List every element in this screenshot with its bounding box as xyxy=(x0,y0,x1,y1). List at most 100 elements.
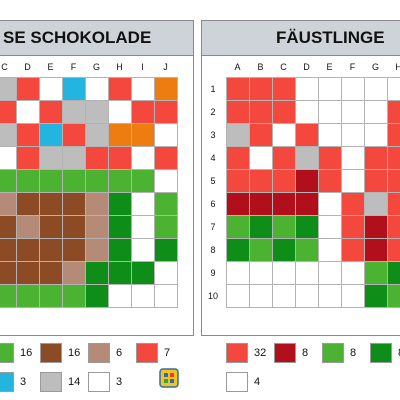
left-grid-cell xyxy=(39,146,63,170)
right-grid-cell xyxy=(272,192,296,216)
right-grid-cell xyxy=(341,146,365,170)
right-grid-cell xyxy=(249,100,273,124)
legend-left-item: 3 xyxy=(0,372,54,392)
right-grid-cell xyxy=(341,284,365,308)
right-grid-cell xyxy=(387,146,400,170)
left-column-label: I xyxy=(141,62,144,72)
left-grid-cell xyxy=(0,215,17,239)
left-grid-cell xyxy=(131,169,155,193)
left-column-label: D xyxy=(24,62,31,72)
color-swatch xyxy=(322,343,344,363)
left-grid-cell xyxy=(16,77,40,101)
color-count: 8 xyxy=(302,347,309,359)
right-grid-cell xyxy=(226,215,250,239)
right-row-label: 2 xyxy=(210,106,216,117)
left-grid-cell xyxy=(62,261,86,285)
right-column-label: H xyxy=(395,62,400,72)
right-grid-cell xyxy=(364,284,388,308)
right-grid-cell xyxy=(387,261,400,285)
color-count: 7 xyxy=(164,347,171,359)
right-grid-cell xyxy=(341,238,365,262)
right-grid-cell xyxy=(341,77,365,101)
right-grid-cell xyxy=(249,169,273,193)
left-grid-cell xyxy=(39,169,63,193)
left-grid-cell xyxy=(131,192,155,216)
left-grid-cell xyxy=(131,215,155,239)
legend-left-item: 7 xyxy=(136,343,198,363)
left-grid-cell xyxy=(85,100,109,124)
color-count: 3 xyxy=(20,376,27,388)
left-grid-cell xyxy=(154,100,178,124)
left-grid-cell xyxy=(62,100,86,124)
right-grid-cell xyxy=(272,284,296,308)
left-grid-cell xyxy=(0,238,17,262)
right-grid-cell xyxy=(226,123,250,147)
right-column-label: B xyxy=(257,62,264,72)
left-grid-cell xyxy=(16,100,40,124)
left-grid-cell xyxy=(62,77,86,101)
right-grid-cell xyxy=(341,192,365,216)
left-grid-cell xyxy=(39,192,63,216)
left-grid-cell xyxy=(131,123,155,147)
right-grid-cell xyxy=(364,77,388,101)
right-grid-cell xyxy=(318,146,342,170)
right-grid-cell xyxy=(387,100,400,124)
left-grid-cell xyxy=(62,146,86,170)
right-grid-cell xyxy=(318,238,342,262)
color-count: 32 xyxy=(254,347,267,359)
right-panel-title: FÄUSTLINGE xyxy=(276,28,385,47)
color-swatch xyxy=(0,372,14,392)
left-grid-cell xyxy=(62,284,86,308)
right-grid-cell xyxy=(364,215,388,239)
left-panel-title: SE SCHOKOLADE xyxy=(3,28,152,47)
right-column-label: G xyxy=(371,62,379,72)
color-swatch xyxy=(40,343,62,363)
color-swatch xyxy=(40,372,62,392)
left-grid-cell xyxy=(154,215,178,239)
left-grid-cell xyxy=(62,238,86,262)
legend-right-item: 8 xyxy=(370,343,400,363)
left-grid-cell xyxy=(39,123,63,147)
right-column-label: A xyxy=(234,62,241,72)
right-grid-cell xyxy=(249,146,273,170)
color-swatch xyxy=(88,372,110,392)
left-grid-cell xyxy=(85,77,109,101)
left-grid-cell xyxy=(16,238,40,262)
left-grid-cell xyxy=(39,284,63,308)
right-grid-cell xyxy=(341,123,365,147)
left-grid-cell xyxy=(131,100,155,124)
color-swatch xyxy=(226,343,248,363)
left-grid-cell xyxy=(108,215,132,239)
left-grid-cell xyxy=(85,215,109,239)
left-column-label: G xyxy=(92,62,100,72)
color-count: 3 xyxy=(116,376,123,388)
right-grid-cell xyxy=(341,215,365,239)
legend-left-item: 3 xyxy=(88,372,150,392)
right-grid-cell xyxy=(387,123,400,147)
left-column-label: J xyxy=(163,62,168,72)
left-grid-cell xyxy=(0,192,17,216)
left-grid-cell xyxy=(108,146,132,170)
right-row-label: 6 xyxy=(210,198,216,209)
left-grid-cell xyxy=(154,238,178,262)
right-grid-cell xyxy=(226,146,250,170)
left-grid-cell xyxy=(85,261,109,285)
left-grid-cell xyxy=(108,100,132,124)
color-count: 8 xyxy=(350,347,357,359)
right-grid-cell xyxy=(364,100,388,124)
right-grid-cell xyxy=(226,77,250,101)
right-grid-cell xyxy=(295,169,319,193)
right-grid-cell xyxy=(295,146,319,170)
left-grid-cell xyxy=(85,123,109,147)
left-grid-cell xyxy=(16,169,40,193)
left-grid-cell xyxy=(108,77,132,101)
left-grid-cell xyxy=(108,284,132,308)
right-grid-cell xyxy=(272,238,296,262)
right-grid-cell xyxy=(387,192,400,216)
left-grid-cell xyxy=(62,123,86,147)
right-grid-cell xyxy=(318,169,342,193)
left-grid-cell xyxy=(154,123,178,147)
left-grid-cell xyxy=(16,284,40,308)
color-swatch xyxy=(274,343,296,363)
left-grid-cell xyxy=(131,77,155,101)
